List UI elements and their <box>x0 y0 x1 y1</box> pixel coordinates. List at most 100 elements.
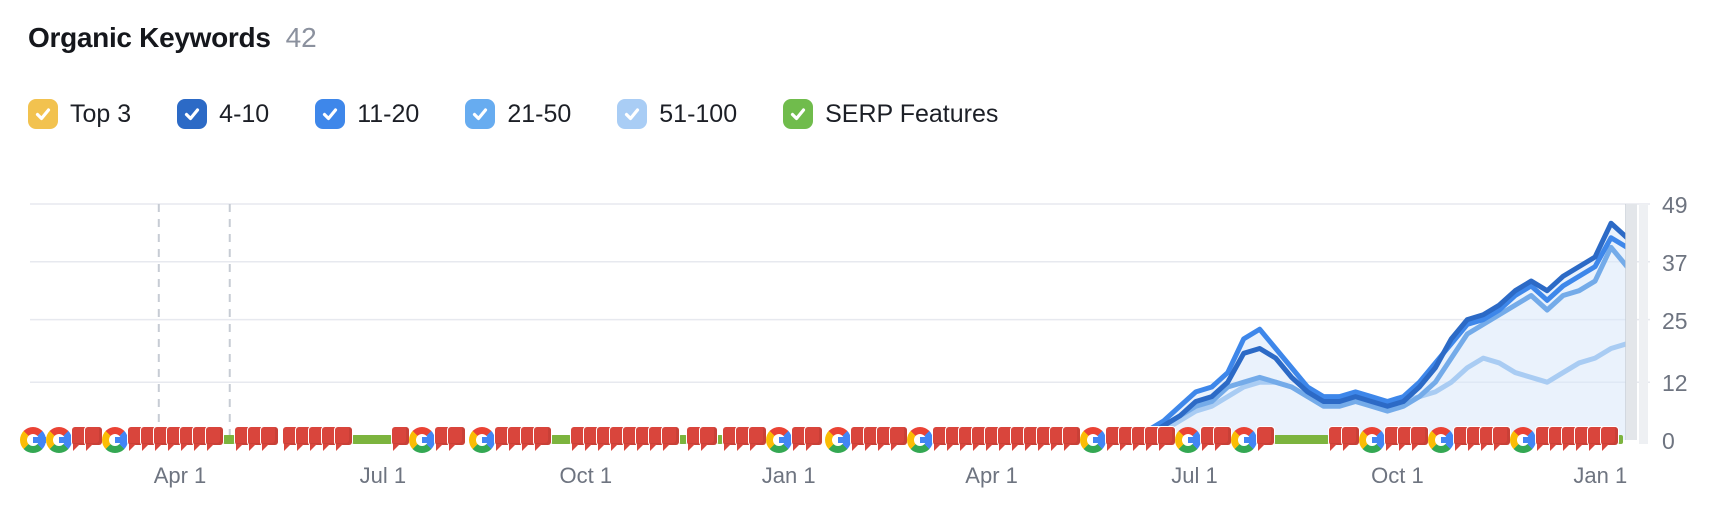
google-update-marker[interactable] <box>20 427 46 453</box>
note-marker[interactable] <box>296 427 313 451</box>
note-marker[interactable] <box>1063 427 1080 451</box>
event-bar[interactable] <box>1274 435 1329 444</box>
note-marker[interactable] <box>1050 427 1067 451</box>
note-marker[interactable] <box>1329 427 1346 451</box>
note-marker[interactable] <box>571 427 588 451</box>
note-marker[interactable] <box>1588 427 1605 451</box>
event-bar[interactable] <box>1618 435 1623 444</box>
google-update-marker[interactable] <box>409 427 435 453</box>
note-marker[interactable] <box>534 427 551 451</box>
legend-item-serp-features[interactable]: SERP Features <box>783 99 998 129</box>
checkbox-top-3[interactable] <box>28 99 58 129</box>
note-marker[interactable] <box>946 427 963 451</box>
note-marker[interactable] <box>877 427 894 451</box>
note-marker[interactable] <box>1011 427 1028 451</box>
note-marker[interactable] <box>1493 427 1510 451</box>
note-marker[interactable] <box>1119 427 1136 451</box>
event-bar[interactable] <box>352 435 392 444</box>
note-marker[interactable] <box>723 427 740 451</box>
google-update-marker[interactable] <box>1080 427 1106 453</box>
note-marker[interactable] <box>1411 427 1428 451</box>
note-marker[interactable] <box>193 427 210 451</box>
note-marker[interactable] <box>1257 427 1274 451</box>
note-marker[interactable] <box>154 427 171 451</box>
note-marker[interactable] <box>584 427 601 451</box>
checkbox-21-50[interactable] <box>465 99 496 129</box>
plot-area[interactable] <box>0 185 1734 460</box>
google-update-marker[interactable] <box>1359 427 1385 453</box>
note-marker[interactable] <box>1342 427 1359 451</box>
event-bar[interactable] <box>679 435 687 444</box>
note-marker[interactable] <box>687 427 704 451</box>
note-marker[interactable] <box>1454 427 1471 451</box>
trend-chart[interactable] <box>0 185 1734 460</box>
note-marker[interactable] <box>959 427 976 451</box>
note-marker[interactable] <box>933 427 950 451</box>
note-marker[interactable] <box>1037 427 1054 451</box>
note-marker[interactable] <box>597 427 614 451</box>
note-marker[interactable] <box>180 427 197 451</box>
note-marker[interactable] <box>610 427 627 451</box>
note-marker[interactable] <box>72 427 89 451</box>
checkbox-51-100[interactable] <box>617 99 648 129</box>
google-update-marker[interactable] <box>907 427 933 453</box>
note-marker[interactable] <box>890 427 907 451</box>
google-update-marker[interactable] <box>1510 427 1536 453</box>
google-update-marker[interactable] <box>469 427 495 453</box>
note-marker[interactable] <box>1536 427 1553 451</box>
note-marker[interactable] <box>1562 427 1579 451</box>
note-marker[interactable] <box>322 427 339 451</box>
legend-item-4-10[interactable]: 4-10 <box>177 99 269 129</box>
legend-item-21-50[interactable]: 21-50 <box>465 99 571 129</box>
google-update-marker[interactable] <box>1428 427 1454 453</box>
note-marker[interactable] <box>392 427 409 451</box>
google-update-marker[interactable] <box>825 427 851 453</box>
note-marker[interactable] <box>206 427 223 451</box>
note-marker[interactable] <box>864 427 881 451</box>
note-marker[interactable] <box>248 427 265 451</box>
note-marker[interactable] <box>1106 427 1123 451</box>
google-update-marker[interactable] <box>102 427 128 453</box>
note-marker[interactable] <box>1201 427 1218 451</box>
note-marker[interactable] <box>167 427 184 451</box>
note-marker[interactable] <box>792 427 809 451</box>
note-marker[interactable] <box>1132 427 1149 451</box>
legend-item-top-3[interactable]: Top 3 <box>28 99 131 129</box>
note-marker[interactable] <box>495 427 512 451</box>
event-bar[interactable] <box>223 435 235 444</box>
note-marker[interactable] <box>736 427 753 451</box>
note-marker[interactable] <box>335 427 352 451</box>
google-update-marker[interactable] <box>1175 427 1201 453</box>
note-marker[interactable] <box>851 427 868 451</box>
note-marker[interactable] <box>1398 427 1415 451</box>
google-update-marker[interactable] <box>1231 427 1257 453</box>
note-marker[interactable] <box>636 427 653 451</box>
note-marker[interactable] <box>283 427 300 451</box>
google-update-marker[interactable] <box>766 427 792 453</box>
note-marker[interactable] <box>985 427 1002 451</box>
note-marker[interactable] <box>1601 427 1618 451</box>
google-update-marker[interactable] <box>46 427 72 453</box>
note-marker[interactable] <box>972 427 989 451</box>
legend-item-51-100[interactable]: 51-100 <box>617 99 737 129</box>
note-marker[interactable] <box>1575 427 1592 451</box>
note-marker[interactable] <box>261 427 278 451</box>
note-marker[interactable] <box>1480 427 1497 451</box>
note-marker[interactable] <box>805 427 822 451</box>
note-marker[interactable] <box>998 427 1015 451</box>
note-marker[interactable] <box>1385 427 1402 451</box>
note-marker[interactable] <box>1549 427 1566 451</box>
checkbox-11-20[interactable] <box>315 99 346 129</box>
note-marker[interactable] <box>623 427 640 451</box>
note-marker[interactable] <box>309 427 326 451</box>
note-marker[interactable] <box>662 427 679 451</box>
note-marker[interactable] <box>508 427 525 451</box>
note-marker[interactable] <box>435 427 452 451</box>
checkbox-serp-features[interactable] <box>783 99 814 129</box>
note-marker[interactable] <box>1467 427 1484 451</box>
note-marker[interactable] <box>128 427 145 451</box>
note-marker[interactable] <box>521 427 538 451</box>
note-marker[interactable] <box>1214 427 1231 451</box>
note-marker[interactable] <box>1158 427 1175 451</box>
legend-item-11-20[interactable]: 11-20 <box>315 99 419 129</box>
